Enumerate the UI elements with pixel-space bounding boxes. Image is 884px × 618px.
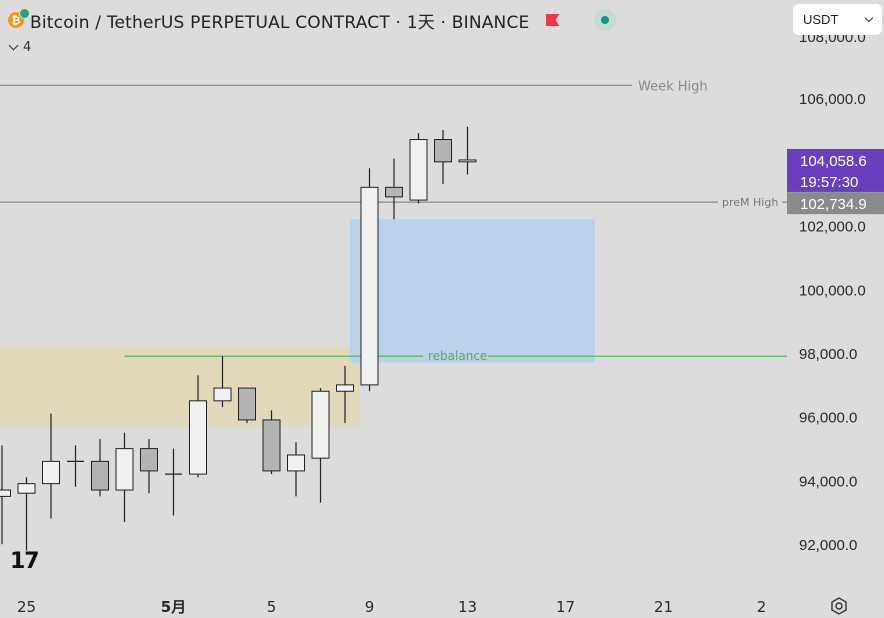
bitcoin-icon: ₿ xyxy=(8,8,30,28)
candle-body xyxy=(91,460,109,491)
x-tick-label: 25 xyxy=(17,598,36,616)
rebalance-zone xyxy=(349,219,595,363)
x-tick-label: 5月 xyxy=(161,598,186,616)
x-tick-label: 5 xyxy=(267,598,277,616)
candle-body xyxy=(17,483,36,494)
y-tick-label: 92,000.0 xyxy=(799,537,857,554)
x-tick-label: 13 xyxy=(458,598,477,616)
x-tick-label: 2 xyxy=(757,598,767,616)
last-price-label: 104,058.6 xyxy=(800,153,867,170)
y-tick-label: 98,000.0 xyxy=(799,346,857,363)
bar-countdown-label: 19:57:30 xyxy=(800,174,858,191)
prem-price-badge xyxy=(787,192,884,215)
x-tick-label: 17 xyxy=(556,598,575,616)
symbol-header[interactable]: ₿ Bitcoin / TetherUS PERPETUAL CONTRACT … xyxy=(8,8,616,33)
demand-zone xyxy=(0,346,360,427)
y-tick-label: 96,000.0 xyxy=(799,410,857,427)
candle-body xyxy=(213,387,232,402)
week-high-label: Week High xyxy=(638,79,708,94)
x-tick-label: 21 xyxy=(654,598,673,616)
rebalance-label: rebalance xyxy=(428,349,487,363)
symbol-title[interactable]: Bitcoin / TetherUS PERPETUAL CONTRACT · … xyxy=(30,12,530,33)
flag-icon[interactable] xyxy=(545,14,560,26)
candle-body xyxy=(385,186,403,198)
market-status-icon[interactable] xyxy=(593,9,616,31)
x-tick-label: 9 xyxy=(365,598,375,616)
candle-body xyxy=(311,390,330,459)
candle-body xyxy=(140,448,158,472)
y-tick-label: 94,000.0 xyxy=(799,473,857,490)
candle-body xyxy=(189,400,207,475)
y-tick-label: 106,000.0 xyxy=(799,91,866,108)
indicators-toggle[interactable]: 4 xyxy=(8,40,32,55)
prem-high-label: preM High xyxy=(722,196,778,209)
candle-body xyxy=(434,139,452,163)
settings-gear-icon[interactable] xyxy=(829,596,849,616)
chevron-down-icon xyxy=(8,40,19,51)
candle-body xyxy=(42,460,60,485)
candle-body xyxy=(360,186,379,386)
currency-select[interactable]: USDT xyxy=(793,4,882,35)
candle-body xyxy=(409,139,428,201)
currency-value: USDT xyxy=(803,12,839,27)
tradingview-logo[interactable]: 17 xyxy=(10,549,40,574)
candle-body xyxy=(336,384,354,392)
candle-body xyxy=(0,489,11,497)
candle-body xyxy=(238,387,256,421)
candle-body xyxy=(287,454,305,472)
candle-body xyxy=(458,159,477,163)
chevron-down-icon xyxy=(864,13,874,22)
prem-price-label: 102,734.9 xyxy=(800,196,867,213)
candle-body xyxy=(115,448,134,491)
y-tick-label: 100,000.0 xyxy=(799,282,866,299)
last-price-badge xyxy=(787,148,884,192)
tether-icon xyxy=(19,8,30,19)
indicator-count: 4 xyxy=(23,40,32,55)
y-tick-label: 102,000.0 xyxy=(799,219,866,236)
candle-body xyxy=(262,419,281,472)
